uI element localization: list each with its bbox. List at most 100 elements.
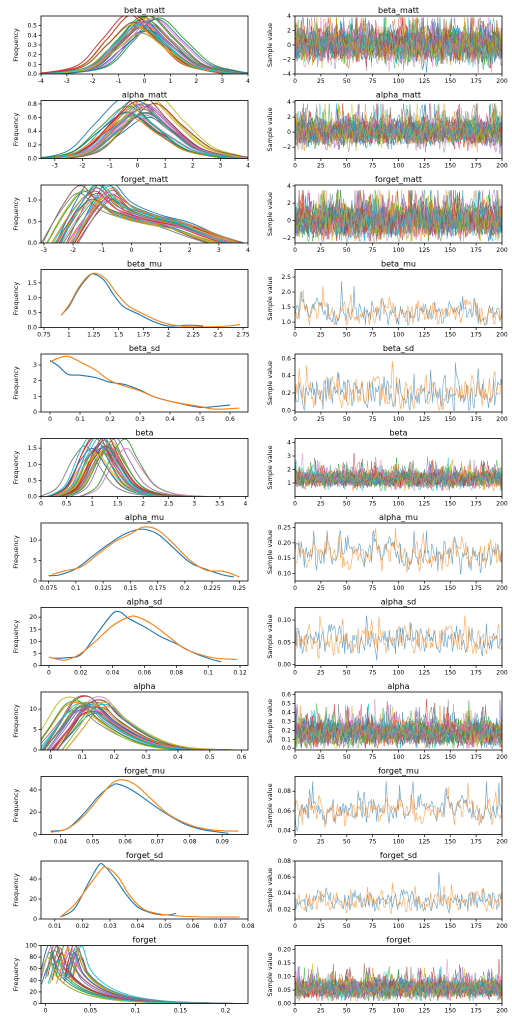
trace-line-30 — [295, 17, 502, 68]
x-tick-label: 150 — [445, 501, 457, 508]
trace-line-30 — [295, 457, 502, 492]
subplot-title: forget — [133, 936, 157, 945]
x-tick-label: 0 — [293, 585, 297, 592]
kde-line-2 — [56, 960, 228, 1004]
x-tick-label: 0.06 — [186, 923, 200, 930]
y-tick-label: 0.1 — [27, 61, 37, 68]
x-tick-label: 75 — [369, 585, 377, 592]
x-tick-label: 75 — [369, 247, 377, 254]
y-axis-label: Sample value — [266, 445, 274, 489]
y-axis-label: Sample value — [266, 614, 274, 658]
x-tick-label: 50 — [343, 501, 351, 508]
x-tick-label: 0 — [293, 332, 297, 339]
panel-kde-forget: forget Frequency 0 0.05 0.1 0.15 0.2 0 20 40 60 80 1… — [12, 936, 249, 1015]
y-axis-label: Frequency — [12, 704, 20, 738]
subplot-title: beta_sd — [383, 344, 414, 353]
y-tick-label: 0.4 — [281, 710, 291, 717]
x-tick-label: 150 — [445, 247, 457, 254]
kde-line-1 — [52, 610, 222, 663]
trace-line-28 — [295, 17, 502, 73]
y-tick-label: 40 — [29, 977, 37, 984]
kde-line-21 — [60, 18, 248, 74]
x-tick-label: 150 — [445, 78, 457, 85]
trace-line-2 — [295, 782, 502, 828]
x-tick-label: 0.2 — [180, 585, 190, 592]
subplot-title: alpha_mu — [379, 513, 418, 522]
x-tick-label: 200 — [496, 416, 508, 423]
y-tick-label: 2.5 — [281, 274, 291, 281]
y-tick-label: 20 — [29, 896, 37, 903]
x-tick-label: 0 — [143, 78, 147, 85]
x-tick-label: 25 — [317, 78, 325, 85]
x-tick-label: -3 — [41, 247, 47, 254]
y-tick-label: 0.02 — [278, 906, 292, 913]
subplot-title: beta — [135, 429, 153, 438]
x-tick-label: 100 — [393, 416, 405, 423]
kde-line-19 — [67, 100, 248, 159]
x-tick-label: 0.1 — [131, 1008, 141, 1015]
y-tick-label: 0.5 — [281, 701, 291, 708]
y-tick-label: 0.0 — [281, 745, 291, 752]
y-tick-label: 0.10 — [278, 617, 292, 624]
y-tick-label: 0.0 — [27, 325, 37, 332]
x-tick-label: 50 — [343, 1008, 351, 1015]
kde-line-19 — [66, 948, 238, 1004]
x-tick-label: 25 — [317, 501, 325, 508]
panel-trace-beta-mu: beta_mu Sample value 0 25 50 75 100 125 150 175 20… — [266, 260, 508, 339]
kde-line-23 — [66, 444, 192, 497]
y-tick-label: 1 — [287, 480, 291, 487]
x-tick-label: 100 — [393, 585, 405, 592]
kde-line-20 — [54, 438, 180, 497]
trace-line-23 — [295, 104, 502, 148]
x-tick-label: 2 — [188, 247, 192, 254]
y-axis-label: Sample value — [266, 530, 274, 574]
x-tick-label: 0.1 — [203, 670, 213, 677]
y-axis-label: Sample value — [266, 783, 274, 827]
x-tick-label: 2 — [191, 163, 195, 170]
kde-line-5 — [70, 438, 196, 497]
trace-line-2 — [295, 279, 502, 327]
x-tick-label: 50 — [343, 754, 351, 761]
subplot-title: beta_matt — [378, 6, 419, 15]
x-tick-label: 1.5 — [114, 332, 124, 339]
x-tick-label: 0 — [136, 163, 140, 170]
trace-line-1 — [295, 281, 502, 326]
x-tick-label: 2 — [141, 501, 145, 508]
y-tick-label: 0.5 — [27, 23, 37, 30]
x-tick-label: 200 — [496, 839, 508, 846]
subplot-title: alpha_matt — [376, 91, 421, 100]
x-tick-label: 125 — [419, 247, 431, 254]
y-tick-label: 0 — [33, 832, 37, 839]
trace-line-30 — [295, 190, 502, 242]
series-group — [41, 945, 244, 1004]
y-tick-label: 5 — [33, 558, 37, 565]
x-tick-label: 0.075 — [40, 585, 57, 592]
kde-line-27 — [61, 195, 229, 243]
panel-kde-beta: beta Frequency 0 0.5 1 1.5 2 2.5 3 3.5 4 0.0 0.5 1.0 1… — [12, 429, 249, 508]
subplot-title: beta_sd — [129, 344, 160, 353]
kde-line-28 — [55, 114, 248, 159]
trace-line-28 — [295, 968, 502, 1001]
x-tick-label: 1 — [90, 501, 94, 508]
x-tick-label: 0 — [293, 754, 297, 761]
x-tick-label: 25 — [317, 923, 325, 930]
x-tick-label: 150 — [445, 163, 457, 170]
trace-line-27 — [295, 707, 502, 749]
x-tick-label: -1 — [116, 78, 122, 85]
x-tick-label: 0.2 — [105, 416, 115, 423]
trace-line-2 — [295, 882, 502, 915]
kde-line-3 — [63, 17, 248, 74]
y-tick-label: 3 — [33, 362, 37, 369]
y-tick-label: 0.08 — [278, 788, 292, 795]
x-tick-label: 0.08 — [241, 923, 255, 930]
x-tick-label: 1 — [163, 163, 167, 170]
y-axis-label: Sample value — [266, 952, 274, 996]
x-tick-label: 125 — [419, 923, 431, 930]
y-axis-label: Frequency — [12, 789, 20, 823]
x-tick-label: -2 — [70, 247, 76, 254]
x-tick-label: 1 — [159, 247, 163, 254]
y-tick-label: 0.10 — [278, 570, 292, 577]
x-tick-label: 75 — [369, 501, 377, 508]
series-group — [295, 615, 502, 661]
axes-frame — [40, 100, 249, 159]
